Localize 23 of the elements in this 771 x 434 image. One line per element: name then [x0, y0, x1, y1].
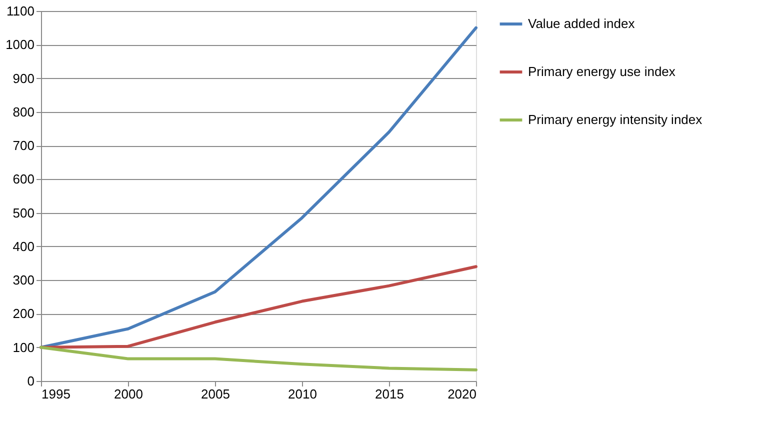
- x-tick-label: 2000: [114, 386, 143, 402]
- y-tick-label: 900: [12, 70, 34, 86]
- legend-label: Value added index: [528, 16, 636, 31]
- legend-label: Primary energy use index: [528, 64, 676, 79]
- line-series: [40, 26, 478, 349]
- y-tick-label: 800: [12, 104, 34, 120]
- y-tick-label: 300: [12, 272, 34, 288]
- y-tick-label: 400: [12, 238, 34, 254]
- y-tick-label: 1000: [6, 37, 34, 52]
- y-tick-label: 200: [12, 306, 34, 322]
- legend-label: Primary energy intensity index: [528, 112, 703, 127]
- y-tick-label: 600: [12, 172, 34, 187]
- x-tick-label: 2015: [375, 386, 404, 402]
- y-tick-label: 0: [27, 374, 34, 388]
- x-tick-label: 2020: [448, 386, 476, 402]
- x-tick-label: 2005: [201, 386, 230, 402]
- y-tick-label: 700: [12, 138, 34, 154]
- y-tick-label: 100: [12, 340, 34, 355]
- x-tick-label: 2010: [288, 386, 317, 402]
- y-tick-label: 500: [12, 205, 34, 220]
- line-series: [40, 346, 478, 372]
- y-tick-label: 1100: [6, 4, 34, 18]
- x-tick-label: 1995: [42, 386, 70, 402]
